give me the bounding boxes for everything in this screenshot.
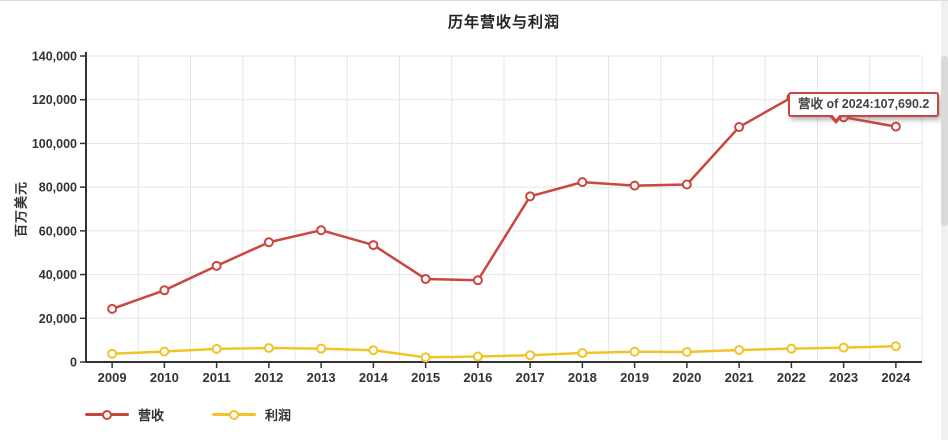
revenue-point[interactable] [368, 240, 379, 251]
revenue-point[interactable] [420, 273, 431, 284]
x-axis-label: 2022 [777, 370, 806, 385]
x-axis-label: 2021 [725, 370, 754, 385]
x-axis-label: 2011 [203, 370, 231, 385]
profit-point[interactable] [368, 345, 379, 356]
y-axis-label: 40,000 [39, 268, 77, 282]
profit-point[interactable] [890, 341, 901, 352]
tooltip-text: 营收 of 2024:107,690.2 [798, 97, 930, 111]
revenue-legend-line-icon [85, 409, 129, 420]
profit-point[interactable] [629, 346, 640, 357]
profit-point[interactable] [838, 342, 849, 353]
x-axis-label: 2019 [620, 370, 649, 385]
profit-point[interactable] [263, 343, 274, 354]
x-axis-label: 2009 [98, 370, 127, 385]
y-axis-label: 80,000 [39, 181, 77, 195]
revenue-point[interactable] [890, 121, 901, 132]
revenue-point[interactable] [734, 122, 745, 133]
profit-point[interactable] [681, 346, 692, 357]
scrollbar-thumb[interactable] [941, 56, 948, 226]
revenue-series-line [110, 96, 898, 311]
y-axis-label: 0 [70, 356, 77, 370]
profit-point[interactable] [472, 351, 483, 362]
chart-tooltip: 营收 of 2024:107,690.2 [788, 92, 940, 124]
y-axis-label: 120,000 [32, 93, 77, 107]
legend-item-revenue[interactable]: 营收 [85, 405, 164, 424]
x-axis-label: 2023 [829, 370, 858, 385]
profit-point[interactable] [734, 344, 745, 355]
profit-point[interactable] [786, 343, 797, 354]
profit-legend-line-icon [212, 409, 257, 420]
x-axis-label: 2017 [516, 370, 545, 385]
tooltip-caret-inner [831, 113, 841, 119]
profit-legend-ring-icon [229, 409, 240, 420]
x-axis-label: 2024 [881, 370, 911, 385]
profit-point[interactable] [211, 343, 222, 354]
x-axis-label: 2020 [672, 370, 701, 385]
x-axis-label: 2012 [254, 370, 283, 385]
y-axis-label: 100,000 [32, 137, 77, 151]
profit-series-line [110, 345, 898, 359]
revenue-point[interactable] [629, 180, 640, 191]
profit-point[interactable] [420, 352, 431, 363]
x-axis-label: 2014 [359, 370, 389, 385]
profit-point[interactable] [107, 348, 118, 359]
revenue-point[interactable] [472, 275, 483, 286]
revenue-point[interactable] [211, 260, 222, 271]
y-axis-label: 20,000 [39, 312, 77, 326]
profit-point[interactable] [525, 350, 536, 361]
revenue-point[interactable] [107, 303, 118, 314]
revenue-point[interactable] [263, 237, 274, 248]
revenue-point[interactable] [316, 225, 327, 236]
y-axis-label: 140,000 [32, 50, 77, 64]
revenue-legend-ring-icon [102, 409, 112, 420]
x-axis-label: 2015 [411, 370, 440, 385]
profit-point[interactable] [159, 346, 170, 357]
tooltip-caret-icon [828, 115, 844, 124]
x-axis-label: 2013 [307, 370, 336, 385]
x-axis-label: 2016 [463, 370, 492, 385]
legend-label-profit: 利润 [265, 408, 292, 423]
x-axis-label: 2010 [150, 370, 179, 385]
x-axis-label: 2018 [568, 370, 597, 385]
profit-point[interactable] [316, 343, 327, 354]
revenue-point[interactable] [525, 191, 536, 202]
scrollbar-track[interactable] [941, 1, 948, 440]
revenue-point[interactable] [577, 177, 588, 188]
chart-legend: 营收 利润 [85, 405, 291, 424]
revenue-point[interactable] [159, 285, 170, 296]
legend-item-profit[interactable]: 利润 [212, 405, 291, 424]
chart-title: 历年营收与利润 [447, 14, 560, 31]
legend-label-revenue: 营收 [138, 408, 165, 423]
revenue-point[interactable] [681, 179, 692, 190]
y-axis-label: 60,000 [39, 224, 77, 238]
profit-point[interactable] [577, 348, 588, 359]
